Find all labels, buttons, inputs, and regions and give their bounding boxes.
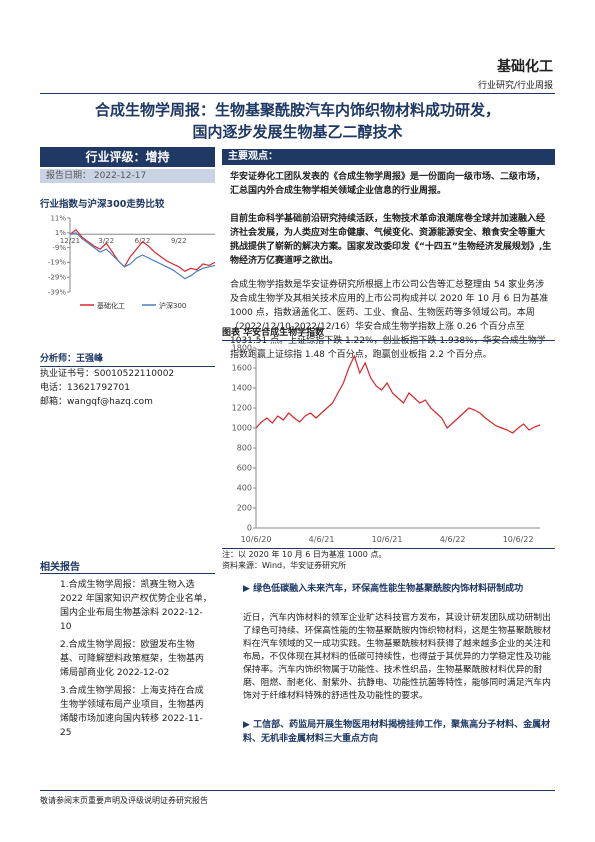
- paragraph: 目前生命科学基础前沿研究持续活跃，生物技术革命浪潮席卷全球并加速融入经济社会发展…: [230, 214, 552, 266]
- rating-box: 行业评级：增持: [40, 147, 215, 167]
- y-tick-label: 1800: [232, 344, 252, 353]
- date-label: 报告日期：: [46, 171, 92, 181]
- x-tick-label: 10/6/20: [241, 535, 272, 544]
- related-title: 相关报告: [40, 558, 215, 574]
- y-tick-label: 0: [247, 524, 252, 533]
- x-tick-label: 9/22: [171, 237, 187, 245]
- y-tick-label: 1600: [232, 364, 252, 373]
- figure-title: 图表 华安合成生物学指数: [222, 326, 555, 341]
- y-tick-label: 400: [237, 484, 252, 493]
- title: 合成生物学周报：生物基聚酰胺汽车内饰织物材料成功研发， 国内逐步发展生物基乙二醇技…: [40, 99, 555, 143]
- related-item: 1.合成生物学周报：凯赛生物入选 2022 年国家知识产权优势企业名单，国内企业…: [60, 580, 212, 632]
- x-tick-label: 4/6/21: [309, 535, 335, 544]
- x-tick-label: 12/21: [60, 237, 80, 245]
- related-item: 2.合成生物学周报：欧盟发布生物基、可降解塑料政策框架，生物基丙烯局部商业化 2…: [60, 640, 205, 678]
- section-body: 近日，汽车内饰材料的领军企业旷达科技官方发布，其设计研发团队成功研制出了绿色可持…: [243, 613, 551, 701]
- y-tick-label: 1200: [232, 404, 252, 413]
- x-tick-label: 3/22: [98, 237, 114, 245]
- figure-notes: 注：以 2020 年 10 月 6 日为基准 1000 点。 资料来源：Wind，…: [222, 548, 555, 571]
- info: 执业证书号：S0010522110002: [40, 369, 175, 379]
- analyst-info: 执业证书号：S0010522110002 电话：13621792701 邮箱：wan…: [40, 366, 215, 409]
- section-heading: ▶ 绿色低碳融入未来汽车，环保高性能生物基聚酰胺内饰材料研制成功: [243, 584, 524, 594]
- y-tick-label: 1000: [232, 424, 252, 433]
- analyst: 分析师：王强峰: [40, 354, 104, 364]
- rating: 增持: [145, 150, 170, 164]
- date-box: 报告日期： 2022-12-17: [40, 169, 215, 183]
- rule: [40, 93, 555, 94]
- category: 行业研究/行业周报: [477, 81, 553, 91]
- y-tick-label: -39%: [48, 288, 66, 296]
- title-line: 国内逐步发展生物基乙二醇技术: [192, 123, 403, 141]
- footer: 敬请参阅末页重要声明及评级说明证券研究报告: [40, 796, 208, 805]
- paragraph: 合成生物学指数是华安证券研究所根据上市公司公告等汇总整理由 54 家业务涉及合成…: [230, 280, 549, 360]
- sector: 基础化工: [497, 59, 553, 75]
- y-tick-label: 800: [237, 444, 252, 453]
- info: 邮箱：wangqf@hazq.com: [40, 397, 153, 407]
- y-tick-label: 600: [237, 464, 252, 473]
- info: 电话：13621792701: [40, 383, 130, 393]
- y-tick-label: -29%: [48, 274, 66, 282]
- x-tick-label: 4/6/22: [440, 535, 466, 544]
- note: 注：以 2020 年 10 月 6 日为基准 1000 点。: [222, 550, 387, 559]
- source: 资料来源：Wind，华安证券研究所: [222, 561, 347, 570]
- line: [69, 228, 216, 273]
- y-tick-label: 200: [237, 504, 252, 513]
- line: [255, 354, 541, 434]
- heading: 工信部、药监局开展生物医用材料揭榜挂帅工作，聚焦高分子材料、金属材料、无机非金属…: [243, 720, 551, 744]
- title-line: 合成生物学周报：生物基聚酰胺汽车内饰织物材料成功研发，: [94, 101, 500, 119]
- chart-title: 行业指数与沪深300走势比较: [40, 199, 165, 210]
- related-list: 1.合成生物学周报：凯赛生物入选 2022 年国家知识产权优势企业名单，国内企业…: [60, 578, 212, 740]
- paragraph: 华安证券化工团队发表的《合成生物学周报》是一份面向一级市场、二级市场，汇总国内外…: [230, 172, 546, 196]
- y-tick-label: -9%: [52, 244, 66, 252]
- heading: 绿色低碳融入未来汽车，环保高性能生物基聚酰胺内饰材料研制成功: [253, 584, 524, 594]
- x-tick-label: 10/6/21: [372, 535, 403, 544]
- y-tick-label: 1400: [232, 384, 252, 393]
- x-tick-label: 10/6/22: [503, 535, 534, 544]
- rating-label: 行业评级：: [85, 150, 146, 164]
- legend-label: 沪深300: [159, 301, 186, 310]
- section-heading: ▶ 工信部、药监局开展生物医用材料揭榜挂帅工作，聚焦高分子材料、金属材料、无机非…: [243, 720, 551, 744]
- rule: [40, 790, 555, 791]
- y-tick-label: -19%: [48, 259, 66, 267]
- key-points: 主要观点：: [222, 149, 555, 165]
- related-item: 3.合成生物学周报：上海支持在合成生物学领域布局产业项目，生物基丙烯酸市场加速向…: [60, 686, 205, 738]
- index-chart: 0 200 400 600 800 1000 1200 1400 1600 1800 10/6/20…: [232, 344, 541, 544]
- line: [69, 232, 216, 280]
- y-tick-label: 1%: [55, 229, 66, 237]
- date: 2022-12-17: [93, 171, 147, 181]
- legend-label: 基础化工: [97, 301, 125, 310]
- y-tick-label: 11%: [50, 214, 66, 222]
- small-chart: 11%1%-9%-19%-29%-39%12/21 3/22 6/22 9/22基础化…: [48, 214, 216, 310]
